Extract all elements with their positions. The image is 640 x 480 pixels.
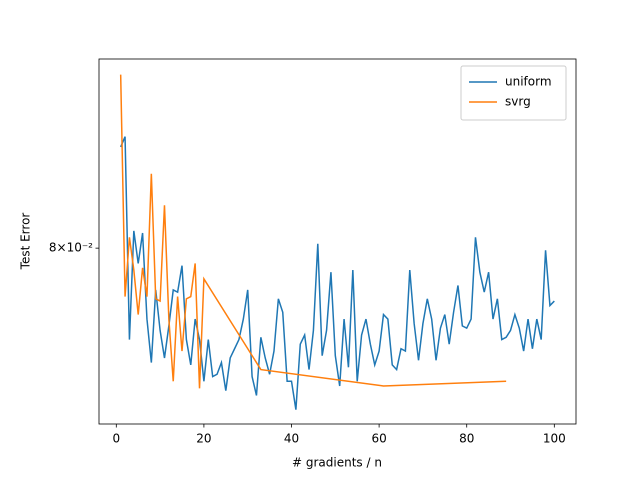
legend-box bbox=[460, 65, 567, 121]
x-tick-label: 100 bbox=[543, 432, 566, 446]
line-series bbox=[119, 136, 555, 410]
x-axis-label: # gradients / n bbox=[292, 456, 382, 470]
x-tick-label: 60 bbox=[371, 432, 386, 446]
plot-frame bbox=[98, 58, 577, 425]
y-tick-label: 8×10⁻² bbox=[49, 241, 93, 255]
x-tick-label: 40 bbox=[284, 432, 299, 446]
x-tick-label: 20 bbox=[196, 432, 211, 446]
x-tick-label: 80 bbox=[459, 432, 474, 446]
legend-label: uniform bbox=[505, 75, 552, 89]
x-tick-label: 0 bbox=[112, 432, 120, 446]
line-series bbox=[119, 74, 507, 389]
legend-label: svrg bbox=[505, 95, 531, 109]
y-axis-label: Test Error bbox=[19, 213, 33, 271]
